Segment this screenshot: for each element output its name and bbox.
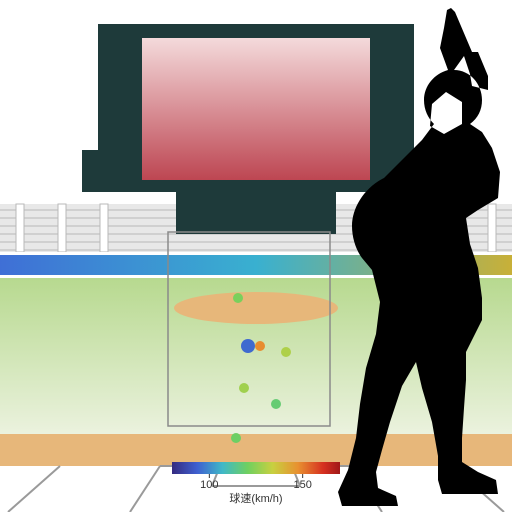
bleacher-post [100,204,108,252]
bleacher-post [488,204,496,252]
pitch-marker [241,339,255,353]
pitch-marker [281,347,291,357]
colorbar [172,462,340,474]
pitch-marker [271,399,281,409]
pitch-marker [239,383,249,393]
pitch-location-chart: 100 150 球速(km/h) [0,0,512,512]
scoreboard-screen [142,38,370,180]
pitch-marker [231,433,241,443]
pitchers-mound [174,292,338,324]
pitch-marker [255,341,265,351]
scoreboard-stem [176,192,336,234]
pitch-marker [233,293,243,303]
colorbar-tick-label: 150 [293,479,311,491]
colorbar-tick-label: 100 [200,479,218,491]
bleacher-post [16,204,24,252]
bleacher-post [58,204,66,252]
colorbar-label: 球速(km/h) [229,491,282,505]
